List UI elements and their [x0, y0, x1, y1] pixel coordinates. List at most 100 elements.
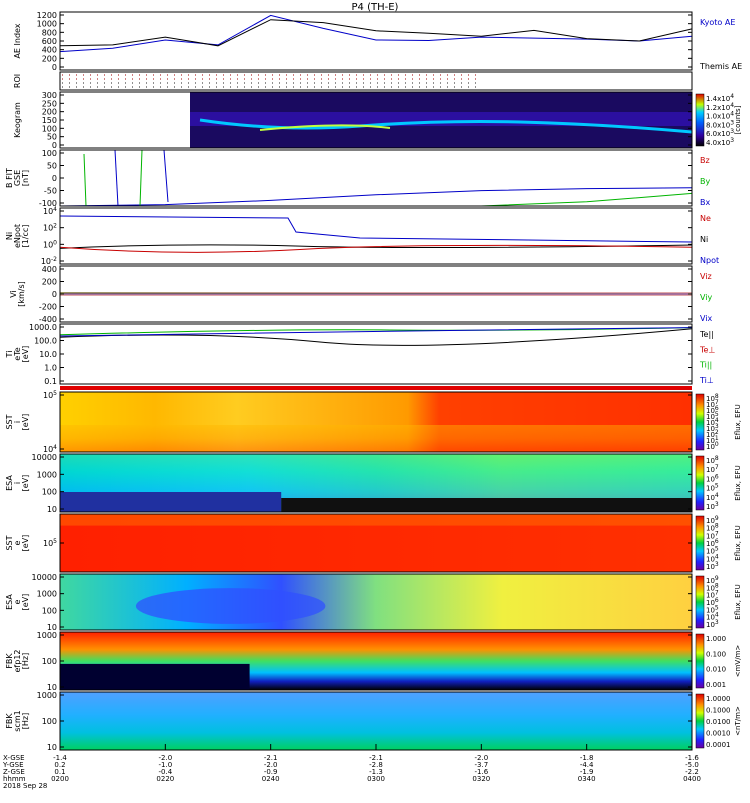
panel-vi-tick-label: -200: [39, 303, 57, 312]
panel-ni-ylabel: [1/cc]: [21, 225, 30, 248]
panel-sst_e-colorbar-label: 105: [706, 545, 719, 556]
panel-esa_i-colorbar-label: 103: [706, 501, 719, 512]
footer-value-z: -0.4: [158, 768, 172, 776]
panel-sst_e-colorbar-label: 106: [706, 538, 719, 549]
footer-value-y: -2.0: [264, 761, 278, 769]
footer-value-y: -1.0: [158, 761, 172, 769]
panel-ae-tick-label: 200: [42, 54, 57, 63]
panel-sst_i-ylabel: SST: [5, 414, 14, 429]
panel-sst_e-colorbar-label: 109: [706, 515, 719, 526]
panel-ti-tick-label: 0.1: [44, 377, 57, 386]
panel-sst_i-colorbar-label: 105: [706, 411, 719, 422]
footer-value-x: -1.6: [685, 754, 699, 762]
panel-fbk_e-colorbar-label: 1.000: [706, 635, 726, 643]
panel-fbk_e-ylabel: efp12: [13, 650, 22, 673]
panel-esa_i-tick-label: 1000: [37, 470, 57, 479]
panel-sst_i-tick-label: 104: [43, 444, 57, 455]
panel-sst_i-colorbar-unit: Eflux, EFU: [734, 404, 742, 439]
panel-keogram-colorbar-label: 1.0x104: [706, 110, 734, 121]
panel-esa_e-ylabel: ESA: [5, 594, 14, 610]
panel-ae-tick-label: 600: [42, 37, 57, 46]
panel-ni-tick-label: 102: [43, 222, 57, 233]
panel-fbk_b-ylabel: FBK: [5, 713, 14, 729]
panel-sst_e-tick-label: 105: [43, 538, 57, 549]
footer-value-t: 0340: [578, 775, 596, 783]
panel-fbk_e-tick-label: 100: [42, 657, 57, 666]
panel-ni-ylabel: eNpot: [13, 224, 22, 248]
panel-esa_i-ylabel: [eV]: [21, 475, 30, 492]
footer-value-x: -1.8: [580, 754, 594, 762]
panel-ae-tick-label: 0: [52, 63, 57, 72]
panel-ni-tick-label: 100: [43, 239, 57, 250]
panel-fbk_e-colorbar: [695, 633, 705, 689]
footer-value-z: 0.1: [54, 768, 65, 776]
panel-ni-legend-2: Npot: [700, 256, 719, 265]
panel-bfit-legend-0: Bz: [700, 156, 710, 165]
panel-bfit-tick-label: -100: [39, 199, 57, 208]
panel-esa_i-low-energy-noise: [60, 492, 282, 512]
panel-esa_e-colorbar-label: 105: [706, 604, 719, 615]
panel-keogram-tick-label: 200: [42, 108, 57, 117]
panel-fbk_b-colorbar-unit: <nT/m>: [734, 706, 742, 736]
panel-ti-tick-label: 1.0: [44, 364, 57, 373]
footer-row-label: 2018 Sep 28: [3, 782, 47, 790]
panel-bfit-tick-label: -50: [44, 187, 57, 196]
panel-esa_e-frame: [59, 573, 693, 631]
panel-ni-legend-1: Ni: [700, 235, 708, 244]
panel-bfit-ylabel: B FIT: [5, 168, 14, 188]
panel-esa_i-colorbar-label: 107: [706, 464, 719, 475]
panel-ti: 1000.0 100.0 10.0 1.0 0.1 Ti eTe [eV] Te|| Te⊥ Ti|…: [5, 323, 715, 386]
panel-vi-legend-2: Vix: [700, 314, 713, 323]
panel-ti-tick-label: 1000.0: [29, 323, 57, 332]
panel-vi-legend-0: Viz: [700, 272, 712, 281]
panel-sst_i-flag-bar: [60, 386, 692, 390]
panel-keogram-colorbar-label: 1.2x104: [706, 101, 734, 112]
panel-sst_i-ylabel: i: [13, 421, 22, 423]
panel-sst_e-colorbar-label: 108: [706, 522, 719, 533]
panel-fbk_b-tick-label: 1000: [37, 691, 57, 700]
panel-ti-ylabel: [eV]: [21, 346, 30, 363]
panel-sst_e-ylabel: e: [13, 540, 22, 545]
panel-esa_i-ylabel: ESA: [5, 475, 14, 491]
panel-fbk_b-colorbar-label: 1.0000: [706, 695, 731, 703]
footer-value-x: -2.1: [369, 754, 383, 762]
panel-fbk_e-ylabel: FBK: [5, 653, 14, 669]
panel-fbk_b: 1000 100 10 FBK scm1 [Hz] 1.0000 0.1000 0.0100 0.…: [5, 691, 742, 752]
panel-bfit-series-bx: [59, 187, 693, 207]
panel-bfit-legend-1: By: [700, 177, 710, 186]
panel-esa_e-tick-label: 1000: [37, 590, 57, 599]
panel-bfit-tick-label: 100: [42, 149, 57, 158]
panel-fbk_b-ylabel: scm1: [13, 710, 22, 731]
panel-fbk_b-tick-label: 100: [42, 717, 57, 726]
panel-ti-legend-2: Ti||: [699, 361, 712, 370]
footer-value-t: 0200: [51, 775, 69, 783]
footer-value-y: -3.7: [474, 761, 488, 769]
panel-esa_i-colorbar-label: 108: [706, 455, 719, 466]
panel-vi-tick-label: 0: [52, 290, 57, 299]
panel-bfit-frame: [59, 149, 693, 207]
panel-esa_e-colorbar-label: 108: [706, 582, 719, 593]
panel-esa_i-colorbar-unit: Eflux, EFU: [734, 465, 742, 500]
panel-fbk_b-colorbar-label: 0.0001: [706, 741, 731, 749]
panel-keogram-aurora-bright: [259, 124, 391, 131]
panel-vi-tick-label: -400: [39, 315, 57, 324]
panel-esa_e-ylabel: e: [13, 599, 22, 604]
panel-roi-frame: [59, 71, 693, 91]
panel-esa_e-colorbar: [695, 575, 705, 629]
footer-value-x: -1.4: [53, 754, 67, 762]
panel-fbk_b-colorbar-label: 0.0010: [706, 730, 731, 738]
panel-bfit-spike-bx2: [163, 149, 169, 203]
panel-sst_i-colorbar-label: 106: [706, 405, 719, 416]
panel-sst_e-colorbar-label: 107: [706, 530, 719, 541]
panel-vi-ylabel: [km/s]: [17, 281, 26, 307]
panel-keogram-image-band: [190, 112, 692, 126]
panel-fbk_b-colorbar-label: 0.0100: [706, 718, 731, 726]
footer-value-z: -1.3: [369, 768, 383, 776]
panel-sst_i-ylabel: [eV]: [21, 414, 30, 431]
panel-fbk_e-tick-label: 10: [47, 683, 57, 692]
panel-ae-legend-0: Kyoto AE: [700, 18, 735, 27]
